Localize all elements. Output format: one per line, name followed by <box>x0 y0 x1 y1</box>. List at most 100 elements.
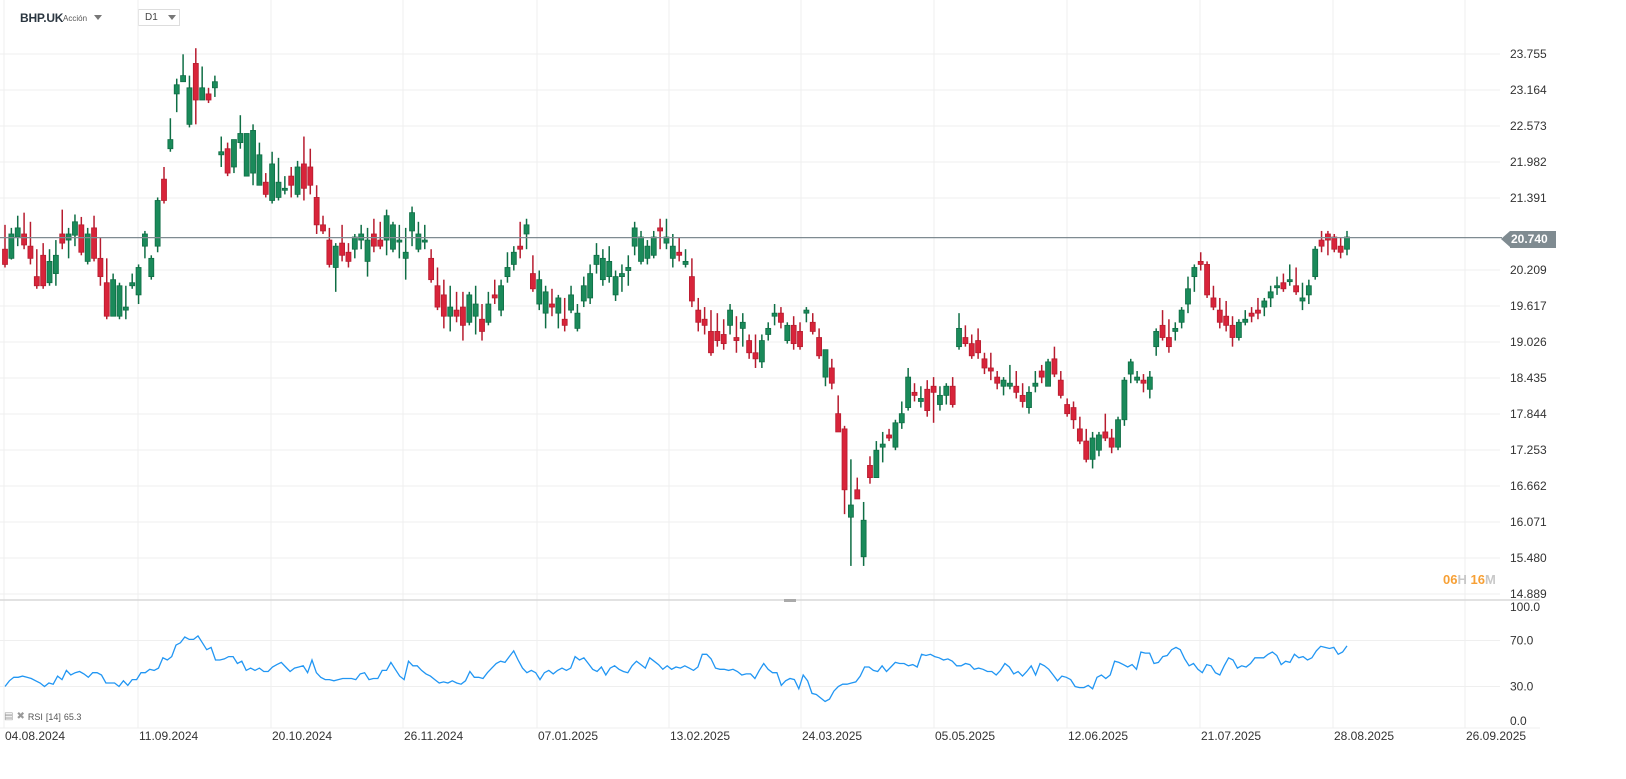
candle-bullish <box>167 139 174 150</box>
candle-bearish <box>676 251 683 256</box>
candle-bearish <box>103 282 110 317</box>
candle-bearish <box>434 285 441 308</box>
price-axis-label: 20.209 <box>1510 263 1547 277</box>
candle-bearish <box>440 294 447 317</box>
candle-bullish <box>154 200 161 247</box>
candle-bearish <box>320 224 326 232</box>
candle-bullish <box>415 233 422 250</box>
candle-bullish <box>1178 309 1185 323</box>
candle-bullish <box>199 87 206 101</box>
candle-bullish <box>332 245 339 268</box>
candle-bullish <box>727 309 733 326</box>
candle-bearish <box>2 248 8 265</box>
candle-bearish <box>720 334 727 345</box>
candle-bullish <box>1096 434 1102 451</box>
candle-bearish <box>1013 385 1020 393</box>
candle-bullish <box>421 239 428 243</box>
candle-bullish <box>765 327 772 335</box>
candle-bullish <box>383 215 390 241</box>
candle-bearish <box>40 254 47 287</box>
candle-bearish <box>59 233 66 244</box>
time-axis-label: 12.06.2025 <box>1068 729 1128 743</box>
current-price-value: 20.740 <box>1511 232 1548 246</box>
candle-bullish <box>1305 285 1312 296</box>
candle-bullish <box>848 504 854 518</box>
candle-bullish <box>905 376 912 408</box>
candle-bearish <box>1083 440 1090 460</box>
candle-bullish <box>1153 331 1160 348</box>
candle-bullish <box>472 303 479 317</box>
symbol-dropdown-chevron-icon[interactable] <box>94 15 102 20</box>
time-axis-label: 05.05.2025 <box>935 729 995 743</box>
candle-bullish <box>1267 291 1274 299</box>
candle-bearish <box>841 428 848 491</box>
price-axis-label: 23.755 <box>1510 47 1547 61</box>
candle-bullish <box>771 312 778 317</box>
candle-bullish <box>231 139 237 168</box>
time-axis-label: 20.10.2024 <box>272 729 332 743</box>
price-axis-label: 17.253 <box>1510 443 1547 457</box>
candle-bullish <box>186 87 193 125</box>
candle-bearish <box>752 352 759 360</box>
candle-bearish <box>1108 437 1115 448</box>
candle-bullish <box>669 245 676 259</box>
candle-bearish <box>1216 309 1223 323</box>
candle-bullish <box>1000 379 1007 387</box>
candle-bearish <box>1248 312 1255 317</box>
candle-bullish <box>937 394 943 405</box>
pane-resize-handle[interactable] <box>784 599 796 602</box>
candle-bearish <box>549 303 555 308</box>
candle-bullish <box>644 245 651 259</box>
price-axis-label: 19.026 <box>1510 335 1547 349</box>
candle-bearish <box>224 148 231 174</box>
time-axis-label: 24.03.2025 <box>802 729 862 743</box>
candle-bearish <box>924 388 931 412</box>
close-icon[interactable]: ✖ <box>16 711 25 722</box>
timeframe-value: D1 <box>145 12 158 23</box>
candle-bullish <box>275 181 282 198</box>
candle-bearish <box>886 434 892 439</box>
candle-bearish <box>714 331 721 341</box>
candle-bullish <box>485 303 492 323</box>
candle-bullish <box>1172 327 1179 332</box>
candle-bullish <box>142 233 148 247</box>
candle-bullish <box>1089 437 1096 460</box>
candle-bearish <box>453 309 460 317</box>
candle-bearish <box>1140 379 1147 384</box>
candle-bearish <box>161 178 167 201</box>
rsi-axis-label: 30.0 <box>1510 680 1534 694</box>
candle-bearish <box>835 413 842 433</box>
candle-bearish <box>21 233 27 246</box>
candle-bearish <box>529 273 536 290</box>
candle-bearish <box>307 166 314 186</box>
candle-bullish <box>1344 236 1350 250</box>
candle-bearish <box>517 245 524 250</box>
candle-bearish <box>809 321 816 332</box>
price-axis-label: 15.480 <box>1510 551 1547 565</box>
candle-bullish <box>52 254 59 274</box>
candle-bearish <box>816 337 823 357</box>
candle-bullish <box>14 227 21 238</box>
candle-bearish <box>1051 358 1058 375</box>
candle-bearish <box>930 385 937 393</box>
candle-bullish <box>510 251 517 265</box>
candle-bullish <box>211 81 218 89</box>
candle-bullish <box>135 267 142 296</box>
candle-bearish <box>1255 309 1261 314</box>
candle-bullish <box>116 285 123 317</box>
indicator-settings-icon[interactable]: ▤ <box>4 711 14 722</box>
symbol-label[interactable]: BHP.UK <box>20 11 64 25</box>
candle-bearish <box>326 239 333 265</box>
candle-bearish <box>561 318 568 326</box>
candle-bullish <box>84 233 91 262</box>
countdown-hours-unit: H <box>1457 572 1467 587</box>
candle-bullish <box>1007 382 1013 387</box>
candle-bullish <box>536 279 543 305</box>
candle-bullish <box>180 75 186 83</box>
candle-bullish <box>72 221 78 236</box>
candle-bearish <box>1197 260 1204 265</box>
time-axis-label: 04.08.2024 <box>5 729 65 743</box>
candle-bullish <box>173 84 180 95</box>
candle-bearish <box>949 385 956 405</box>
